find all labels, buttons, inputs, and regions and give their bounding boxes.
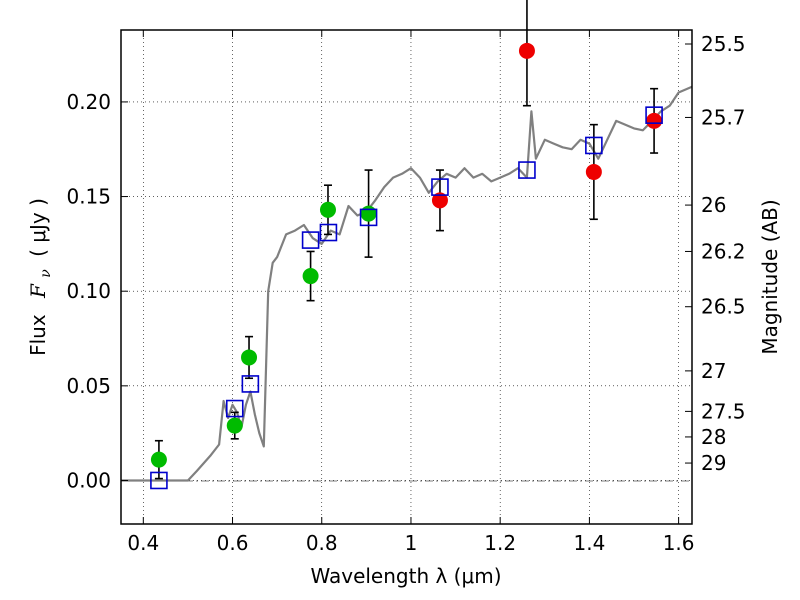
green-data-point [302,268,319,285]
model-photometry-square [150,471,168,490]
y-tick-label: 0.05 [66,374,111,398]
x-tick-label: 0.6 [217,531,249,555]
x-tick-label: 0.8 [306,531,338,555]
model-photometry-square [431,178,449,196]
y-tick-label: 0.15 [66,185,111,209]
x-tick-label: 1 [405,531,418,555]
y-axis-label-symbol: F [26,283,50,299]
right-tick-label: 26.2 [701,239,746,263]
y-axis-label-prefix: Flux [26,314,50,356]
red-data-point [518,42,535,59]
axis-ticks: 0.4 0.6 0.8 1 1.2 1.4 1.6 0.00 0.05 0.10 0.15 0.20 2… [66,30,746,555]
right-tick-label: 25.7 [701,105,746,129]
points-layer [150,42,663,468]
right-tick-label: 29 [701,451,726,475]
green-data-point [241,349,258,366]
red-data-point [585,163,602,180]
right-axis-label: Magnitude (AB) [758,199,782,354]
model-photometry-square [645,106,663,124]
model-photometry-square [518,161,536,179]
x-tick-label: 1.4 [573,531,605,555]
y-axis-label: Flux F ν ( μJy ) [26,198,55,356]
x-tick-label: 1.2 [484,531,516,555]
model-photometry-square [241,375,260,393]
right-tick-label: 27.5 [701,399,746,423]
model-photometry-square [319,223,338,242]
y-tick-label: 0.00 [66,468,111,492]
model-photometry-square [585,136,603,155]
green-data-point [150,451,167,468]
model-photometry-square [301,231,320,249]
green-data-point [319,201,336,218]
x-tick-label: 0.4 [127,531,159,555]
y-tick-label: 0.10 [66,279,111,303]
green-data-point [360,205,377,222]
svg-text:Flux F ν ( μ: Flux F ν ( μJy ) [26,198,55,356]
plot-frame [120,29,693,525]
right-axis-label-group: Magnitude (AB) [758,199,782,354]
y-tick-label: 0.20 [66,90,111,114]
green-data-point [226,417,243,434]
y-axis-label-subscript: ν [38,269,54,278]
right-tick-label: 25.5 [701,32,746,56]
red-data-point [646,112,663,129]
right-tick-label: 27 [701,359,726,383]
right-tick-label: 28 [701,425,726,449]
red-data-point [431,192,448,209]
x-axis-label: Wavelength λ (μm) [310,564,501,588]
model-photometry-square [225,399,244,418]
model-photometry-square [359,208,378,227]
x-tick-label: 1.6 [663,531,695,555]
y-axis-label-units: ( μJy ) [26,198,50,257]
right-tick-label: 26 [701,193,726,217]
right-tick-label: 26.5 [701,295,746,319]
model-photometry-layer [150,106,663,490]
